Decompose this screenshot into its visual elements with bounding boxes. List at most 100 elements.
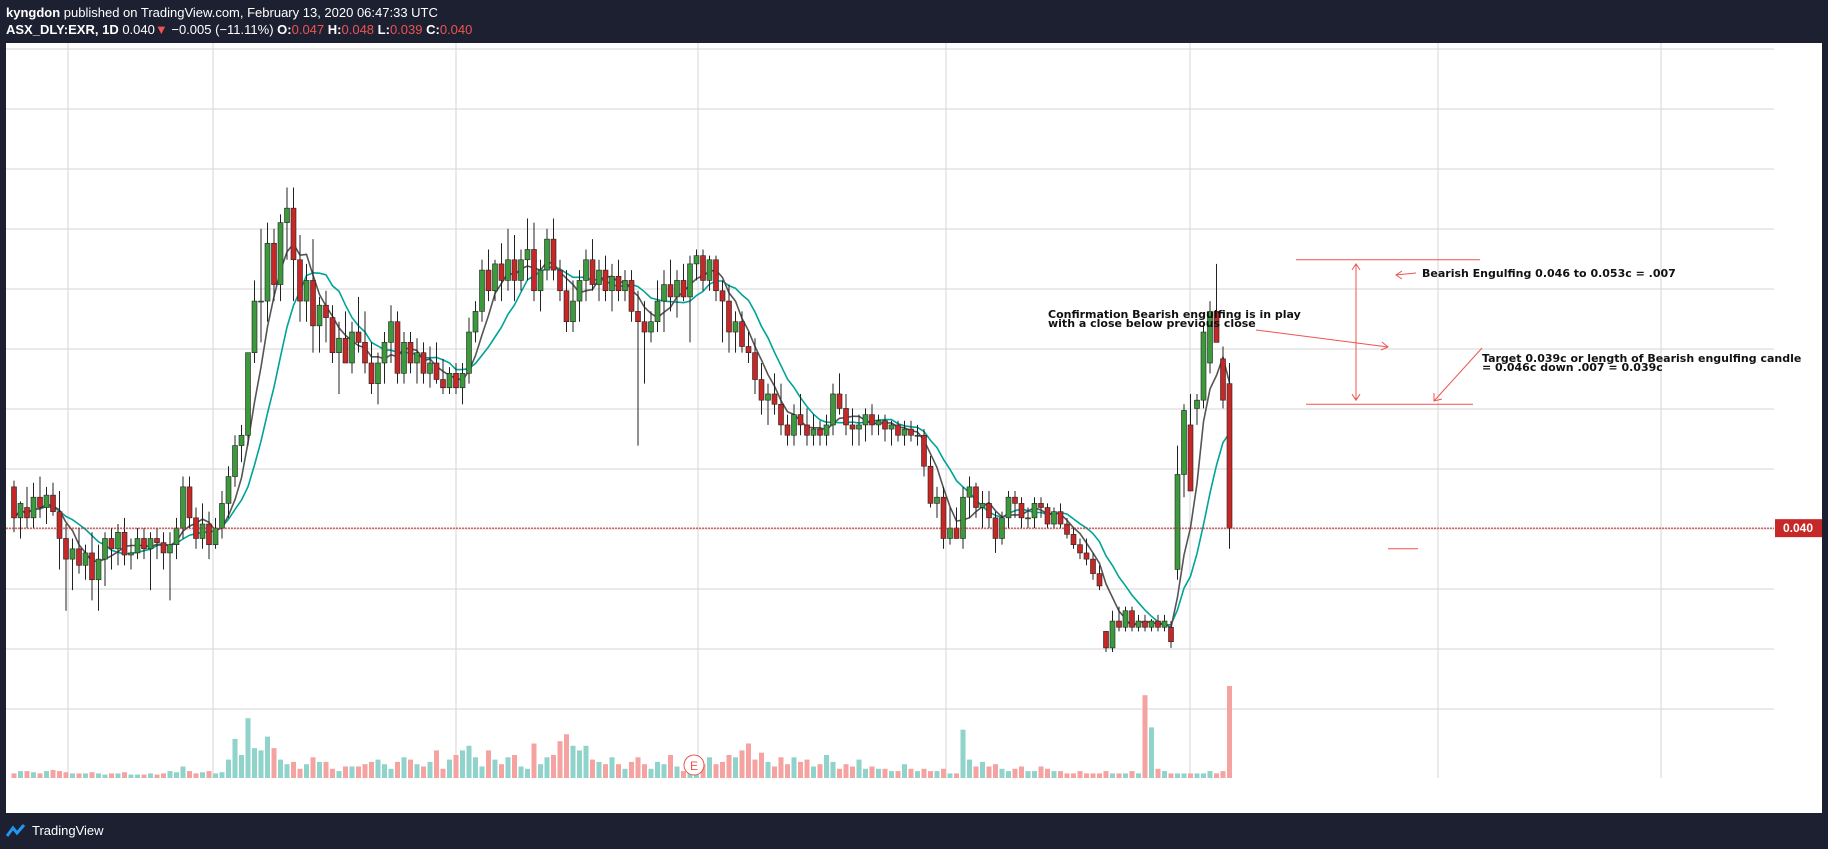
volume-bar [759, 752, 764, 778]
candle-body [147, 538, 154, 550]
publish-info: kyngdon published on TradingView.com, Fe… [6, 5, 438, 20]
volume-bar [1103, 771, 1109, 778]
volume-bar [1071, 773, 1076, 778]
volume-bar [1006, 771, 1011, 778]
candle-body [82, 552, 89, 566]
volume-bar [1188, 773, 1193, 778]
low-label: L: [377, 22, 390, 37]
candlestick-chart[interactable]: E 0.040 Bearish Engulfing 0.046 to 0.053c … [6, 43, 1822, 813]
candle-body [1031, 503, 1038, 519]
candle-body [830, 393, 836, 426]
volume-bar [804, 759, 810, 778]
volume-bar [1214, 773, 1219, 778]
volume-bar [219, 772, 225, 778]
candle-body [908, 428, 914, 436]
candle-body [979, 503, 986, 508]
candle-body [310, 280, 316, 327]
candle-body [1090, 558, 1096, 574]
header-bar: kyngdon published on TradingView.com, Fe… [0, 0, 1828, 43]
earnings-marker-circle [683, 754, 705, 776]
volume-bar [986, 766, 992, 778]
volume-bar [1149, 727, 1154, 778]
volume-bar [785, 764, 790, 778]
volume-bar [427, 761, 433, 778]
down-arrow-icon: ▼ [154, 22, 168, 37]
volume-bar [1058, 771, 1063, 778]
candle-body [121, 531, 128, 556]
candle-body [615, 275, 622, 292]
volume-bar [1051, 771, 1057, 778]
volume-bar [440, 768, 446, 778]
volume-bar [1090, 773, 1096, 778]
candle-body [882, 420, 888, 430]
candle-body [180, 486, 186, 529]
arrowhead-down-icon [1351, 393, 1361, 402]
candle-body [1194, 399, 1200, 409]
candle-body [1109, 620, 1116, 649]
volume-bar [479, 766, 485, 778]
volume-bar [115, 773, 121, 778]
candle-body [856, 424, 862, 430]
candle-body [167, 544, 173, 554]
volume-bar [1084, 773, 1089, 778]
candle-body [433, 362, 440, 380]
candle-body [674, 280, 680, 298]
candle-body [836, 393, 843, 409]
candle-body [1051, 511, 1057, 525]
volume-bar [343, 766, 348, 778]
volume-bar [31, 772, 36, 778]
volume-bar [505, 757, 511, 778]
volume-bar [629, 761, 634, 778]
volume-bar [941, 768, 946, 778]
low-value: 0.039 [389, 22, 423, 37]
candle-body [251, 300, 258, 353]
volume-bar [1162, 771, 1167, 778]
candle-body [609, 275, 615, 292]
candle-body [394, 321, 401, 374]
annotation-line: Confirmation Bearish engulfing is in pla… [1048, 308, 1301, 321]
volume-bar [778, 757, 784, 778]
candle-body [1207, 311, 1213, 364]
volume-bar [1045, 768, 1050, 778]
volume-bar [752, 759, 758, 778]
candle-body [401, 342, 407, 374]
volume-bar [908, 768, 914, 778]
volume-bar [876, 768, 881, 778]
volume-bar [1116, 773, 1122, 778]
candle-body [17, 503, 24, 519]
volume-bar [583, 745, 589, 778]
volume-bar [531, 743, 537, 778]
volume-bar [395, 761, 400, 778]
volume-bar [791, 757, 797, 778]
volume-bar [1025, 771, 1031, 778]
candle-body [453, 373, 459, 389]
candle-body [1213, 311, 1220, 343]
volume-bar [388, 768, 394, 778]
candle-body [199, 523, 206, 539]
candle-body [1018, 503, 1025, 519]
candle-body [271, 242, 277, 285]
volume-bar [297, 768, 303, 778]
candle-body [1187, 424, 1194, 492]
candle-body [232, 445, 238, 477]
author-name[interactable]: kyngdon [6, 5, 61, 20]
tradingview-logo[interactable]: TradingView [6, 823, 104, 838]
volume-bar [895, 771, 901, 778]
candle-body [50, 494, 56, 512]
candle-body [758, 379, 765, 401]
candle-body [589, 259, 596, 285]
candle-body [557, 269, 563, 292]
volume-bar [1168, 773, 1174, 778]
arrowhead-down-left-icon [1433, 393, 1443, 402]
volume-bar [557, 741, 563, 778]
volume-bar [811, 766, 816, 778]
volume-bar [798, 761, 803, 778]
grid-lines [6, 43, 1774, 778]
volume-bar [668, 755, 673, 778]
volume-bar [1136, 773, 1141, 778]
candle-body [420, 352, 427, 374]
volume-bar [148, 773, 153, 778]
chart-area[interactable]: E 0.040 Bearish Engulfing 0.046 to 0.053c … [6, 43, 1822, 813]
volume-bar [1123, 773, 1128, 778]
volume-bar [772, 766, 777, 778]
